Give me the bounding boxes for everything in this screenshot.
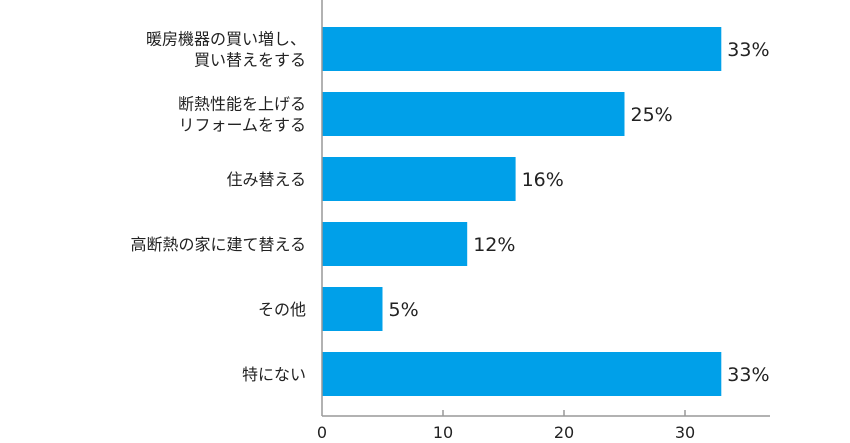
category-labels-group: 暖房機器の買い増し、買い替えをする断熱性能を上げるリフォームをする住み替える高断… bbox=[130, 30, 306, 385]
data-label-0: 33% bbox=[727, 39, 769, 61]
category-label-5: 特にない bbox=[242, 365, 306, 384]
data-label-5: 33% bbox=[727, 364, 769, 386]
category-label-2: 住み替える bbox=[226, 170, 306, 189]
x-tick-label-0: 0 bbox=[317, 423, 327, 442]
x-tick-label-3: 30 bbox=[675, 423, 695, 442]
x-tick-label-2: 20 bbox=[554, 423, 574, 442]
data-labels-group: 33% 25% 16% 12% 5% 33% bbox=[389, 39, 770, 386]
data-label-4: 5% bbox=[389, 299, 419, 321]
data-label-3: 12% bbox=[473, 234, 515, 256]
bar-1 bbox=[322, 92, 625, 136]
x-ticks-group: 0 10 20 30 bbox=[317, 410, 695, 442]
bar-3 bbox=[322, 222, 468, 266]
category-label-3: 高断熱の家に建て替える bbox=[130, 235, 306, 254]
bar-4 bbox=[322, 287, 383, 331]
category-label-1: 断熱性能を上げるリフォームをする bbox=[178, 95, 306, 135]
data-label-1: 25% bbox=[631, 104, 673, 126]
bars-group bbox=[322, 27, 722, 396]
data-label-2: 16% bbox=[522, 169, 564, 191]
bar-5 bbox=[322, 352, 722, 396]
category-label-0: 暖房機器の買い増し、買い替えをする bbox=[146, 30, 306, 70]
category-label-4: その他 bbox=[258, 300, 306, 319]
bar-2 bbox=[322, 157, 516, 201]
x-tick-label-1: 10 bbox=[433, 423, 453, 442]
bar-0 bbox=[322, 27, 722, 71]
